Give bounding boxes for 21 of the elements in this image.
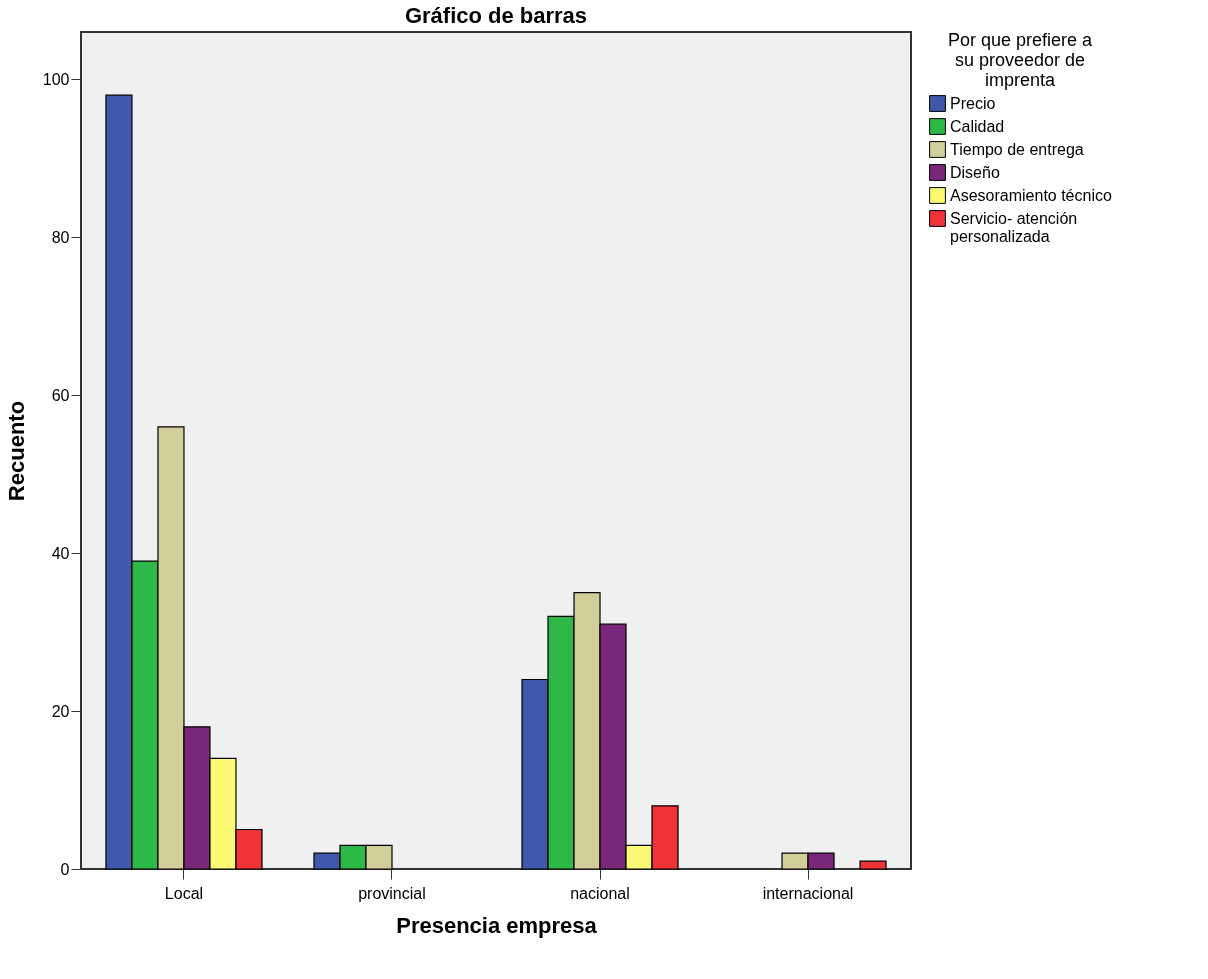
y-axis-title: Recuento [3,400,29,502]
legend-label: Diseño [950,163,1000,181]
x-axis-title: Presencia empresa [396,912,598,938]
y-tick-label: 40 [51,544,70,562]
y-tick-label: 60 [51,386,70,404]
y-tick-label: 80 [51,228,70,246]
y-tick-label: 0 [60,860,70,878]
legend-label: Calidad [950,117,1005,135]
y-tick-label: 20 [51,702,70,720]
x-tick-label: nacional [570,884,630,902]
legend-label: Tiempo de entrega [950,140,1084,158]
x-tick-label: provincial [358,884,426,902]
legend-label: Precio [950,94,996,112]
legend-label: Servicio- atención personalizada [950,209,1078,245]
x-tick-label: internacional [762,884,854,902]
chart-title: Gráfico de barras [404,3,588,28]
bar [859,860,887,870]
legend-title: Por que prefiere a su proveedor de imprenta [947,30,1094,90]
legend-label: Asesoramiento técnico [950,186,1112,204]
y-tick-label: 100 [42,70,70,88]
x-tick-label: Local [164,884,204,902]
